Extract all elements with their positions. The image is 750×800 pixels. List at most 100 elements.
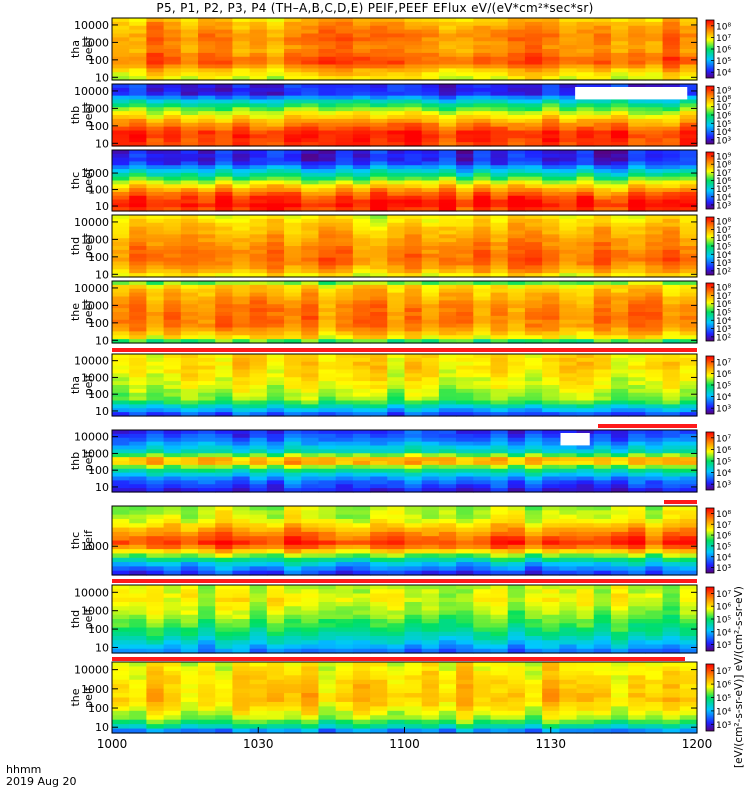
y-tick-label-0-2: 1000 xyxy=(81,36,109,49)
colorbar-tick-label-2-1: 10⁴ xyxy=(716,193,731,203)
colorbar-tick-label-9-1: 10⁴ xyxy=(716,707,731,717)
colorbar-tick-label-9-0: 10³ xyxy=(716,721,731,731)
y-tick-label-6-3: 10000 xyxy=(74,431,109,444)
colorbar-tick-label-2-5: 10⁸ xyxy=(716,161,731,171)
y-tick-label-2-2: 1000 xyxy=(81,167,109,180)
y-tick-label-6-0: 10 xyxy=(95,481,109,494)
colorbar-tick-label-1-2: 10⁵ xyxy=(716,120,731,130)
panel-thd-peef: 10 100 1000 10000 thdpeef 10²10³10⁴10⁵10⁶10⁷1… xyxy=(69,214,731,281)
panel-frame-the-peef xyxy=(111,280,698,344)
panel-label-tha-peef: thapeef xyxy=(69,36,95,62)
panel-frame-thd-peef xyxy=(111,214,698,278)
y-tick-label-4-2: 1000 xyxy=(81,299,109,312)
colorbar-tick-label-3-2: 10⁴ xyxy=(716,251,731,261)
spectrogram-thd-peef xyxy=(112,215,698,278)
x-tick-label-3: 1130 xyxy=(535,737,566,751)
y-tick-label-8-3: 10000 xyxy=(74,586,109,599)
colorbar-thc-peif xyxy=(705,507,715,574)
colorbar-tick-label-2-4: 10⁷ xyxy=(716,169,731,179)
x-tick-label-4: 1200 xyxy=(682,737,713,751)
separator-bar-4 xyxy=(112,657,685,661)
x-axis-footer: hhmm 2019 Aug 20 xyxy=(6,764,76,788)
colorbar-tick-label-5-2: 10⁵ xyxy=(716,382,731,392)
spectrogram-the-peif xyxy=(112,662,698,734)
y-tick-label-3-1: 100 xyxy=(88,251,109,264)
y-tick-label-5-3: 10000 xyxy=(74,355,109,368)
spectrogram-thc-peif xyxy=(112,506,698,576)
colorbar-tick-label-7-4: 10⁷ xyxy=(716,521,731,531)
panel-the-peif: 10 100 1000 10000 thepeif 10³ 10⁴ 10⁵ 10⁶ 10⁷ xyxy=(69,661,731,734)
spectrogram-tha-peif xyxy=(112,354,698,417)
missing-interval-thb-peef-0 xyxy=(575,87,688,100)
colorbar-tick-label-9-2: 10⁵ xyxy=(716,694,731,704)
panel-frame-thc-peif xyxy=(111,505,698,576)
y-tick-label-7-0: 1000 xyxy=(81,540,109,553)
y-tick-label-1-3: 10000 xyxy=(74,85,109,98)
colorbar-tick-label-2-2: 10⁵ xyxy=(716,185,731,195)
panel-label-tha-peif: thapeif xyxy=(69,374,95,396)
y-tick-label-8-1: 100 xyxy=(88,623,109,636)
colorbar-tick-label-3-4: 10⁶ xyxy=(716,234,731,244)
y-tick-label-4-0: 10 xyxy=(95,334,109,347)
panel-label-the-peef: thepeef xyxy=(69,299,95,325)
panel-label-thb-peif: thbpeif xyxy=(69,450,95,472)
y-tick-label-0-3: 10000 xyxy=(74,19,109,32)
colorbar-tick-label-8-2: 10⁵ xyxy=(716,616,731,626)
colorbar-units: [eV/(cm²-s-sr-eV)] eV/(cm²-s-sr-eV) xyxy=(731,24,749,768)
colorbar-tick-label-4-2: 10⁴ xyxy=(716,317,731,327)
x-tick-label-1: 1030 xyxy=(243,737,274,751)
panel-frame-thc-peef xyxy=(111,149,698,212)
colorbar-tick-label-0-0: 10⁴ xyxy=(716,69,731,79)
colorbar-tick-label-4-0: 10² xyxy=(716,333,731,343)
panel-label-thd-peef: thdpeef xyxy=(69,233,95,259)
panel-label-the-peif: thepeif xyxy=(69,686,95,708)
colorbar-tick-label-5-1: 10⁴ xyxy=(716,393,731,403)
panel-frame-thb-peif xyxy=(111,429,698,493)
y-tick-label-6-1: 100 xyxy=(88,464,109,477)
colorbar-tick-label-6-4: 10⁷ xyxy=(716,434,731,444)
y-tick-label-5-1: 100 xyxy=(88,388,109,401)
colorbar-tick-label-7-0: 10³ xyxy=(716,564,731,574)
colorbar-tick-label-5-4: 10⁷ xyxy=(716,358,731,368)
colorbar-tick-label-8-4: 10⁷ xyxy=(716,590,731,600)
colorbar-tick-label-3-6: 10⁸ xyxy=(716,218,731,228)
x-axis-label-date: 2019 Aug 20 xyxy=(6,775,77,788)
colorbar-tick-label-4-4: 10⁶ xyxy=(716,300,731,310)
colorbar-units-label: [eV/(cm²-s-sr-eV)] eV/(cm²-s-sr-eV) xyxy=(733,586,745,768)
colorbar-tick-label-1-1: 10⁴ xyxy=(716,128,731,138)
colorbar-tick-label-1-3: 10⁶ xyxy=(716,112,731,122)
colorbar-tick-label-7-5: 10⁸ xyxy=(716,510,731,520)
y-tick-label-0-0: 10 xyxy=(95,71,109,84)
x-tick-label-2: 1100 xyxy=(389,737,420,751)
y-tick-label-0-1: 100 xyxy=(88,54,109,67)
colorbar-tick-label-0-3: 10⁷ xyxy=(716,34,731,44)
y-tick-label-5-0: 10 xyxy=(95,405,109,418)
colorbar-tick-label-2-6: 10⁹ xyxy=(716,153,731,163)
y-tick-label-9-3: 10000 xyxy=(74,664,109,677)
colorbar-tick-label-3-1: 10³ xyxy=(716,259,731,269)
y-tick-label-4-1: 100 xyxy=(88,317,109,330)
panel-frame-tha-peif xyxy=(111,353,698,417)
panel-frame-thd-peif xyxy=(111,584,698,654)
y-tick-label-9-1: 100 xyxy=(88,702,109,715)
colorbar-tick-label-2-0: 10³ xyxy=(716,201,731,211)
y-tick-label-1-1: 100 xyxy=(88,120,109,133)
chart-title: P5, P1, P2, P3, P4 (TH–A,B,C,D,E) PEIF,P… xyxy=(156,1,594,15)
panel-thd-peif: 10 100 1000 10000 thdpeif 10³ 10⁴ 10⁵ 10⁶ 10⁷ xyxy=(69,584,731,654)
colorbar-tick-label-7-3: 10⁶ xyxy=(716,532,731,542)
y-tick-label-6-2: 1000 xyxy=(81,447,109,460)
x-axis-label-hhmm: hhmm xyxy=(6,763,42,776)
y-tick-label-3-0: 10 xyxy=(95,268,109,281)
separator-bar-0 xyxy=(112,348,697,352)
panel-label-thd-peif: thdpeif xyxy=(69,608,95,630)
y-tick-label-1-2: 1000 xyxy=(81,102,109,115)
panel-label-thc-peif: thcpeif xyxy=(69,529,95,551)
colorbar-tick-label-6-0: 10³ xyxy=(716,481,731,491)
spectrogram-the-peef xyxy=(112,281,698,344)
missing-interval-thb-peif-0 xyxy=(560,433,590,446)
y-tick-label-8-0: 10 xyxy=(95,641,109,654)
